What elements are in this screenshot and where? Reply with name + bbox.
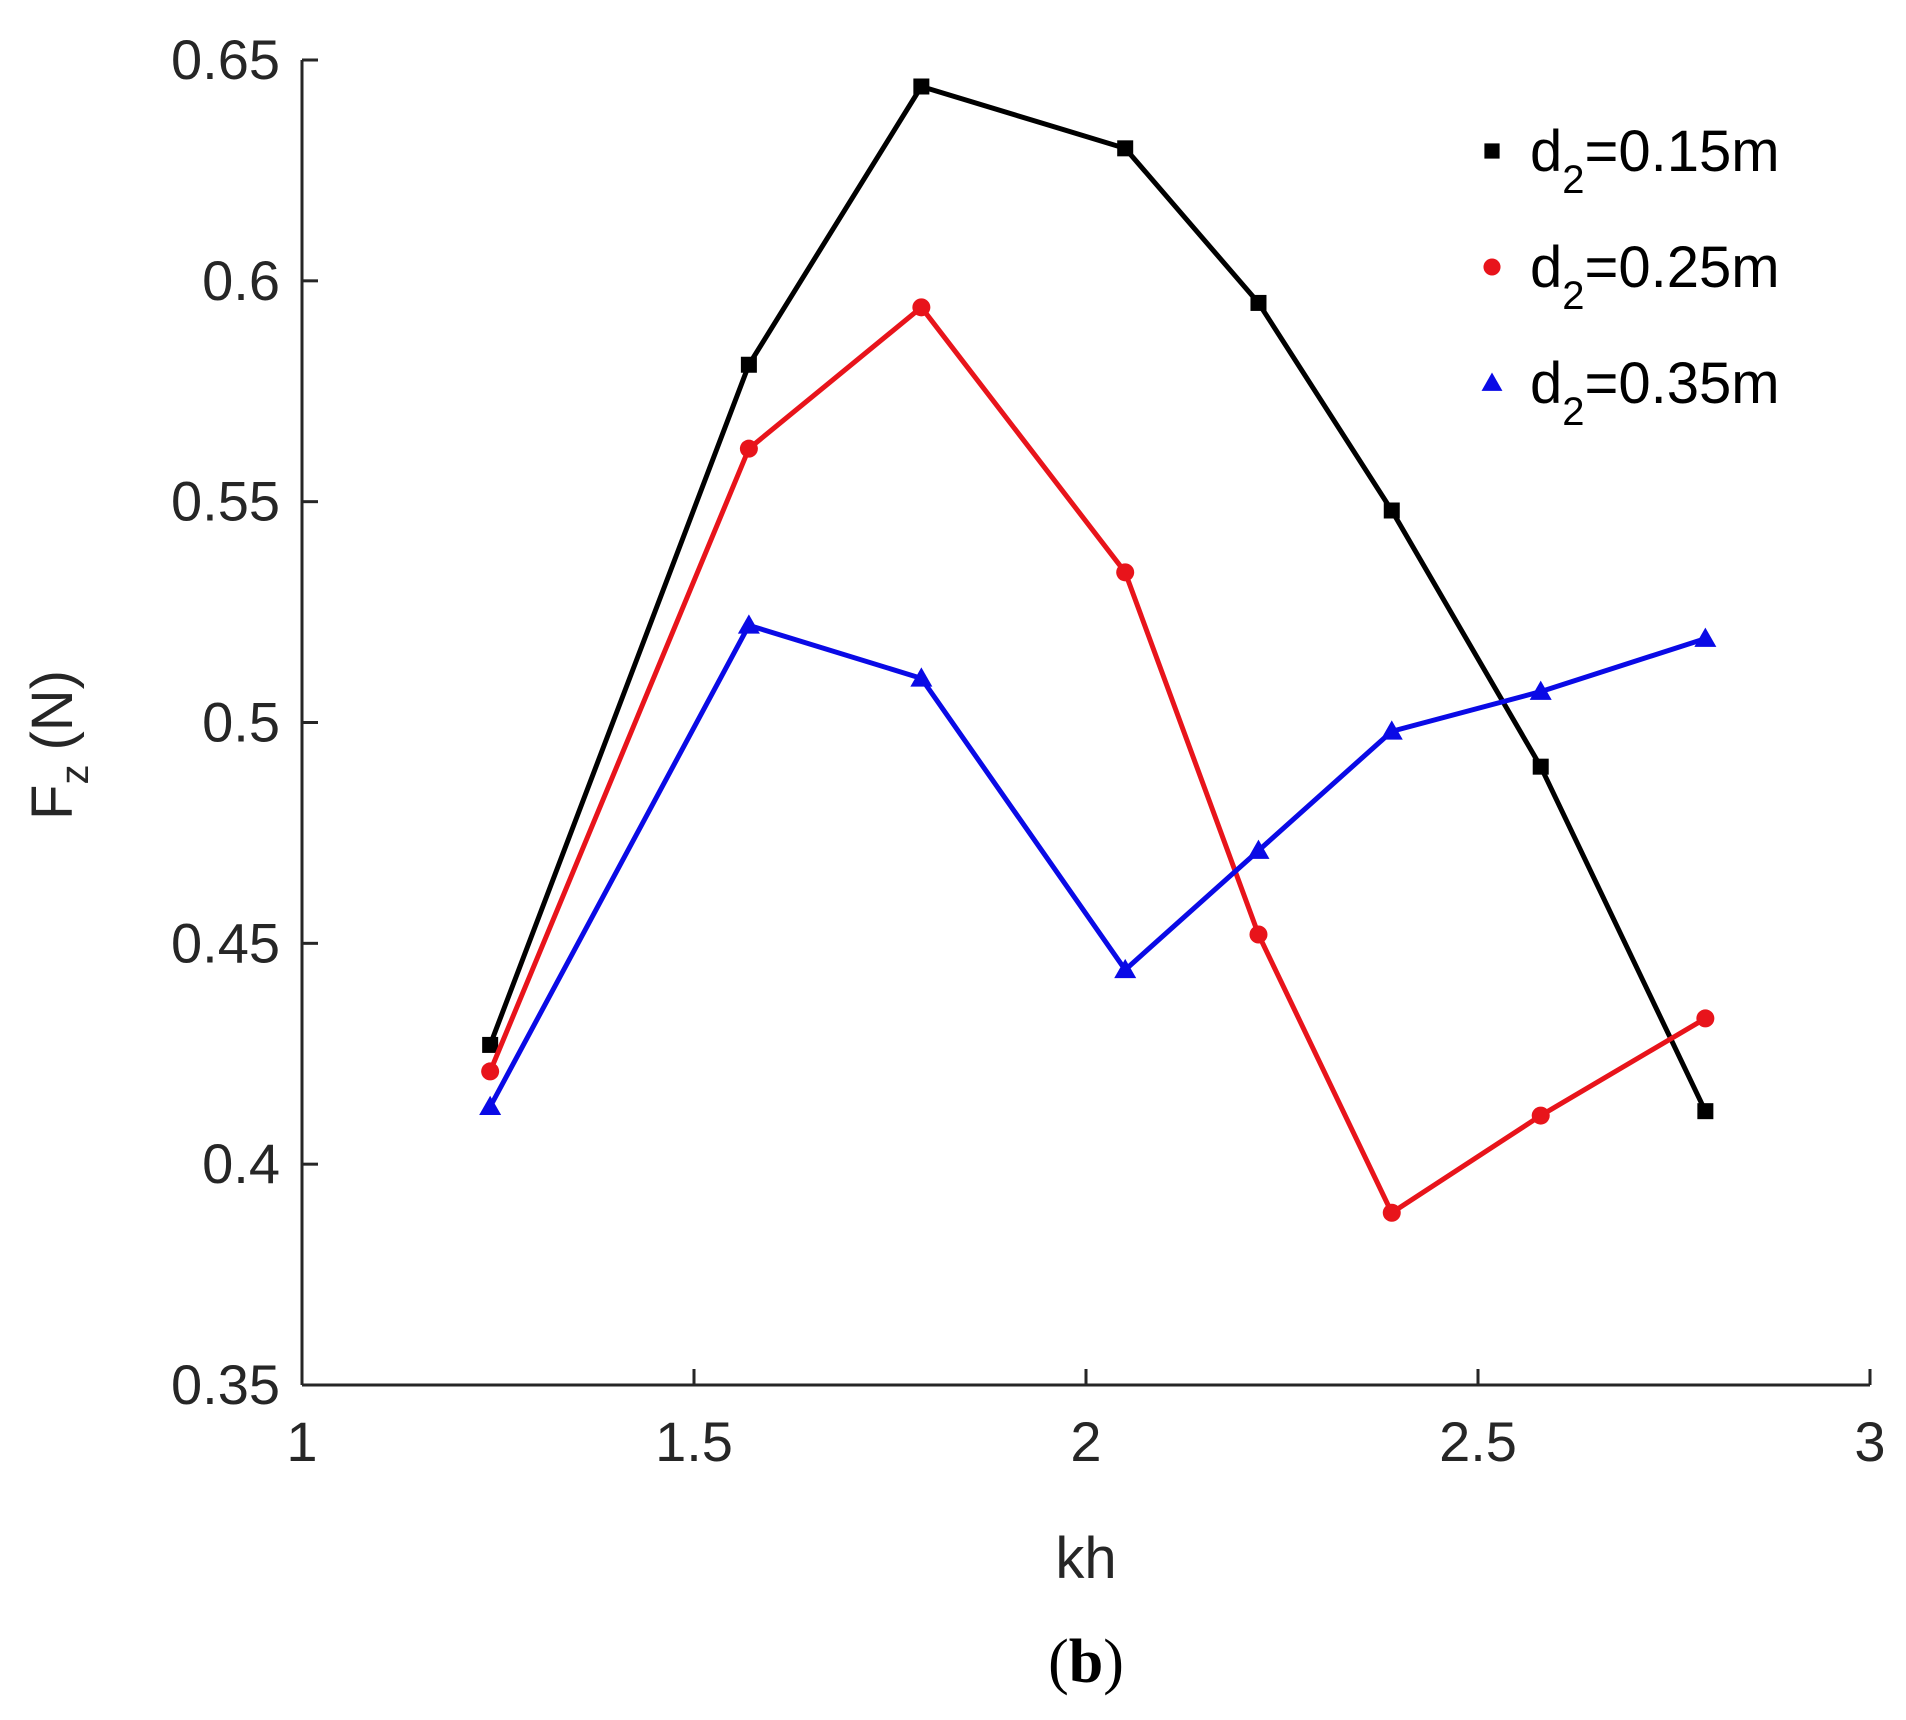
- legend-label-sub: 2: [1562, 274, 1584, 318]
- ticks: 0.35 0.4 0.45 0.5 0.55 0.6 0.65 1 1.5 2 2.5 3: [171, 28, 1886, 1473]
- series-line: [487, 622, 1707, 1108]
- y-axis-title-sub: z: [53, 765, 97, 785]
- data-point-circle: [1531, 1106, 1550, 1125]
- y-tick-label: 0.35: [171, 1353, 280, 1416]
- data-point-circle: [1249, 925, 1268, 944]
- y-tick-label: 0.6: [202, 249, 280, 312]
- data-point-triangle: [737, 614, 760, 634]
- legend-label: d2=0.25m: [1530, 235, 1780, 318]
- y-tick-label: 0.5: [202, 691, 280, 754]
- y-axis-title-unit: (N): [20, 670, 85, 751]
- data-point-square: [1117, 140, 1134, 157]
- data-point-triangle: [1529, 680, 1552, 700]
- legend-label-rest: =0.15m: [1585, 119, 1780, 184]
- legend-label-rest: =0.35m: [1585, 351, 1780, 416]
- data-point-square: [1250, 294, 1267, 311]
- data-point-circle: [739, 439, 758, 458]
- legend-entry-3: d2=0.35m: [1481, 351, 1780, 434]
- legend-entry-1: d2=0.15m: [1484, 119, 1780, 202]
- data-point-square: [1383, 502, 1400, 519]
- legend-label: d2=0.35m: [1530, 351, 1780, 434]
- data-point-square: [1484, 143, 1500, 159]
- data-point-square: [1697, 1103, 1714, 1120]
- data-point-square: [913, 78, 930, 95]
- x-tick-label: 1.5: [655, 1410, 733, 1473]
- data-point-square: [1532, 758, 1549, 775]
- y-tick-label: 0.4: [202, 1132, 280, 1195]
- data-point-triangle: [1247, 839, 1270, 859]
- legend-label-main: d: [1530, 351, 1562, 416]
- data-point-triangle: [479, 1095, 502, 1115]
- y-axis-title: Fz (N): [20, 670, 97, 820]
- data-point-circle: [1382, 1203, 1401, 1222]
- legend-label-sub: 2: [1562, 390, 1584, 434]
- caption-close: ): [1103, 1628, 1124, 1696]
- data-point-triangle: [1481, 372, 1503, 391]
- data-point-triangle: [910, 667, 933, 687]
- y-tick-label: 0.45: [171, 911, 280, 974]
- y-tick-label: 0.65: [171, 28, 280, 91]
- x-tick-label: 3: [1854, 1410, 1885, 1473]
- data-point-triangle: [1114, 958, 1137, 979]
- series-line: [487, 84, 1708, 1113]
- legend-label-main: d: [1530, 119, 1562, 184]
- y-tick-label: 0.55: [171, 470, 280, 533]
- series-line: [487, 304, 1707, 1216]
- caption-open: (: [1048, 1628, 1069, 1696]
- caption-letter: b: [1069, 1628, 1103, 1696]
- x-axis-title: kh: [1055, 1526, 1116, 1591]
- data-point-circle: [1483, 258, 1501, 276]
- x-tick-label: 1: [286, 1410, 317, 1473]
- series-2: [481, 298, 1715, 1222]
- series-1: [482, 78, 1714, 1120]
- data-point-square: [740, 356, 757, 373]
- x-tick-label: 2.5: [1439, 1410, 1517, 1473]
- series-3: [479, 614, 1717, 1115]
- legend-label: d2=0.15m: [1530, 119, 1780, 202]
- data-point-circle: [912, 298, 931, 317]
- y-axis-title-main: F: [20, 785, 85, 820]
- x-tick-label: 2: [1070, 1410, 1101, 1473]
- legend-label-rest: =0.25m: [1585, 235, 1780, 300]
- data-point-circle: [1116, 563, 1135, 582]
- series-layer: [479, 78, 1717, 1222]
- figure-caption: (b): [1048, 1628, 1124, 1696]
- data-point-triangle: [1380, 720, 1403, 740]
- data-point-square: [482, 1036, 499, 1053]
- data-point-circle: [481, 1062, 500, 1081]
- legend-label-sub: 2: [1562, 158, 1584, 202]
- legend-entry-2: d2=0.25m: [1483, 235, 1780, 318]
- data-point-circle: [1696, 1009, 1715, 1028]
- data-point-triangle: [1694, 627, 1717, 647]
- legend-label-main: d: [1530, 235, 1562, 300]
